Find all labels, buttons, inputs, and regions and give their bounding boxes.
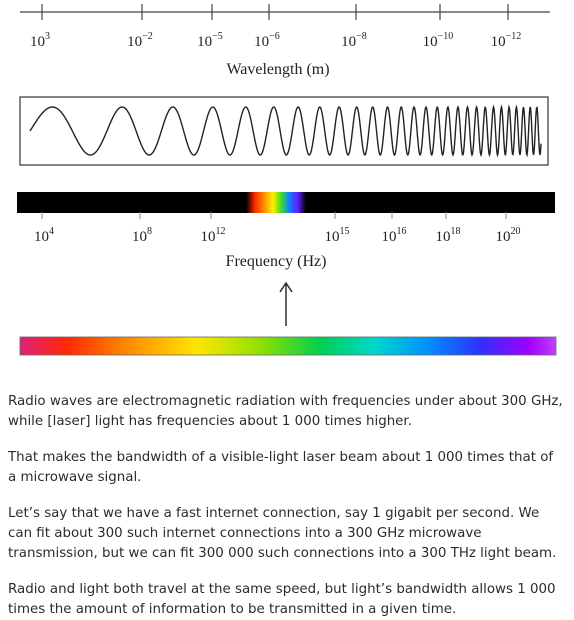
wave-box: [19, 96, 549, 166]
paragraph-speed: Radio and light both travel at the same …: [8, 582, 556, 617]
wavelength-tick-label-exponent: −10: [438, 31, 454, 42]
frequency-tick-label-exponent: 8: [147, 226, 152, 237]
frequency-tick-label-exponent: 12: [216, 226, 226, 237]
frequency-tick-label-base: 10: [34, 229, 49, 245]
frequency-tick-label-base: 10: [132, 229, 147, 245]
arrow-up-icon: [279, 281, 293, 326]
wavelength-tick-label-base: 10: [197, 34, 212, 50]
frequency-tick-label: 1018: [436, 226, 461, 245]
frequency-tick-label-base: 10: [496, 229, 511, 245]
frequency-tick-label: 104: [34, 226, 54, 245]
frequency-ticks: 104 108 1012 1015 1016 1018 1020: [34, 212, 521, 245]
wavelength-tick-label-base: 10: [127, 34, 142, 50]
paragraph-radio-waves: Radio waves are electromagnetic radiatio…: [8, 394, 563, 429]
visible-band: [246, 192, 306, 213]
frequency-tick-label: 1016: [382, 226, 407, 245]
sine-wave-icon: [29, 104, 542, 158]
wavelength-axis: 103 10−2 10−5 10−6 10−8 10−10 10−12 Wavelength…: [20, 4, 550, 78]
frequency-tick-label-exponent: 18: [451, 226, 461, 237]
spectrum-diagram: 103 10−2 10−5 10−6 10−8 10−10 10−12 Wavelength…: [17, 4, 557, 356]
wavelength-tick-label: 10−5: [197, 31, 223, 50]
wavelength-tick-label-base: 10: [30, 34, 45, 50]
wavelength-tick-label-exponent: −12: [506, 31, 522, 42]
frequency-tick-label-base: 10: [325, 229, 340, 245]
frequency-tick-label: 1015: [325, 226, 350, 245]
wavelength-tick-label-base: 10: [341, 34, 356, 50]
frequency-tick-label-exponent: 4: [49, 226, 54, 237]
wavelength-tick-label-exponent: −5: [212, 31, 223, 42]
wavelength-tick-label-base: 10: [491, 34, 506, 50]
paragraph-internet-example: Let’s say that we have a fast internet c…: [8, 506, 557, 561]
frequency-tick-label-base: 10: [201, 229, 216, 245]
wavelength-tick-label: 10−6: [254, 31, 280, 50]
frequency-axis-label: Frequency (Hz): [226, 253, 327, 270]
frequency-tick-label-base: 10: [382, 229, 397, 245]
wave-box-frame: [19, 96, 549, 166]
visible-spectrum-bar: [19, 336, 557, 356]
wavelength-tick-label-exponent: −6: [269, 31, 280, 42]
frequency-tick-label-exponent: 20: [511, 226, 521, 237]
wavelength-ticks: 103 10−2 10−5 10−6 10−8 10−10 10−12: [30, 4, 521, 50]
frequency-tick-label: 108: [132, 226, 152, 245]
wavelength-tick-label: 10−12: [491, 31, 522, 50]
frequency-tick-label: 1012: [201, 226, 226, 245]
frequency-tick-label: 1020: [496, 226, 521, 245]
wavelength-tick-label: 10−8: [341, 31, 367, 50]
frequency-axis: 104 108 1012 1015 1016 1018 1020 Frequency (Hz…: [34, 212, 521, 270]
paragraph-bandwidth: That makes the bandwidth of a visible-li…: [8, 450, 554, 485]
wavelength-tick-label-base: 10: [254, 34, 269, 50]
frequency-tick-label-exponent: 15: [340, 226, 350, 237]
frequency-tick-label-base: 10: [436, 229, 451, 245]
wavelength-axis-label: Wavelength (m): [226, 61, 329, 78]
wavelength-tick-label-exponent: 3: [45, 31, 50, 42]
wavelength-tick-label: 103: [30, 31, 50, 50]
wavelength-tick-label: 10−2: [127, 31, 153, 50]
wavelength-tick-label-exponent: −8: [356, 31, 367, 42]
wavelength-tick-label: 10−10: [423, 31, 454, 50]
wavelength-tick-label-base: 10: [423, 34, 438, 50]
spectrum-bar: [17, 192, 555, 213]
wavelength-tick-label-exponent: −2: [142, 31, 153, 42]
frequency-tick-label-exponent: 16: [397, 226, 407, 237]
